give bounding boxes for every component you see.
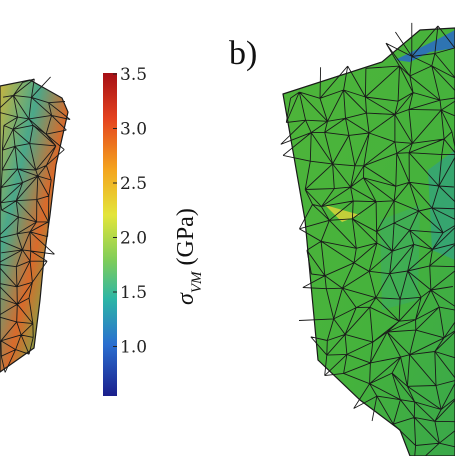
mesh-outline <box>0 79 69 373</box>
colorbar: 3.5 3.0 2.5 2.0 1.5 1.0 σVM(GPa) <box>103 65 205 396</box>
left-mesh-object <box>0 76 71 373</box>
colorbar-tick-label: 3.5 <box>120 65 147 85</box>
colorbar-tick-label: 1.0 <box>120 338 147 358</box>
mesh-outline <box>282 27 455 456</box>
right-mesh-object <box>280 22 455 456</box>
panel-label-b: b) <box>229 35 257 72</box>
colorbar-tick-label: 2.5 <box>120 174 147 194</box>
colorbar-tick-label: 3.0 <box>120 120 147 140</box>
colorbar-tick-label: 2.0 <box>120 229 147 249</box>
colorbar-tick-label: 1.5 <box>120 283 147 303</box>
colorbar-gradient <box>103 73 117 396</box>
colorbar-title: σVM(GPa) <box>173 208 205 305</box>
